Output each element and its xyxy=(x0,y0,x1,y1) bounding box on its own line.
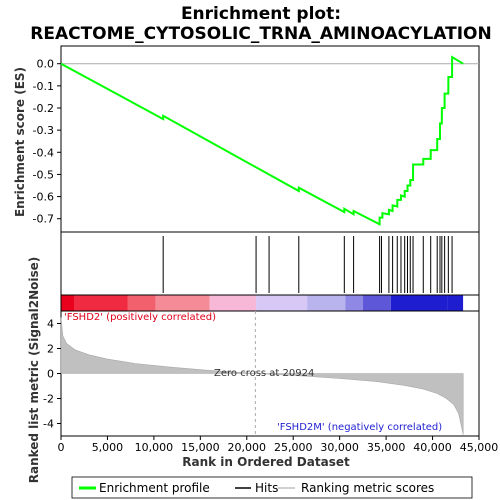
ranked-ytick-label: 0 xyxy=(47,368,54,381)
es-ytick-label: -0.1 xyxy=(33,80,54,93)
x-tick-label: 40,000 xyxy=(413,441,452,454)
heat-segment xyxy=(209,295,257,311)
enrichment-score-panel: 0.0 -0.1 -0.2 -0.3 -0.4 -0.5 -0.6 -0.7 xyxy=(33,45,480,233)
positive-correlation-label: 'FSHD2' (positively correlated) xyxy=(64,312,216,323)
heat-segment xyxy=(61,295,75,311)
es-ytick-label: -0.6 xyxy=(33,191,54,204)
es-plot-frame xyxy=(60,45,480,233)
es-ytick-label: -0.7 xyxy=(33,213,54,226)
hits-frame xyxy=(60,231,480,296)
x-tick-label: 10,000 xyxy=(135,441,174,454)
legend-label-ranking: Ranking metric scores xyxy=(301,481,434,495)
es-ytick-label: 0.0 xyxy=(37,58,55,71)
ranked-ytick-label: 2 xyxy=(47,343,54,356)
x-axis-label: Rank in Ordered Dataset xyxy=(182,455,350,469)
x-tick-label: 20,000 xyxy=(228,441,267,454)
es-axis-label: Enrichment score (ES) xyxy=(13,67,27,217)
rank-heatmap-bar xyxy=(60,294,480,312)
chart-title-line1: Enrichment plot: xyxy=(181,4,341,24)
es-ytick-label: -0.5 xyxy=(33,168,54,181)
enrichment-profile-line xyxy=(60,55,464,226)
x-tick-label: 25,000 xyxy=(274,441,313,454)
x-tick-label: 35,000 xyxy=(367,441,406,454)
heat-segment xyxy=(390,295,448,311)
legend: Enrichment profile Hits Ranking metric s… xyxy=(71,476,473,499)
x-tick-label: 45,000 xyxy=(460,441,499,454)
es-ytick-label: -0.4 xyxy=(33,146,54,159)
ranked-ytick-label: 4 xyxy=(47,318,54,331)
chart-title-line2: REACTOME_CYTOSOLIC_TRNA_AMINOACYLATION xyxy=(30,24,491,44)
ranked-axis-label: Ranked list metric (Signal2Noise) xyxy=(27,257,41,484)
heat-empty-tail xyxy=(463,295,479,311)
negative-correlation-label: 'FSHD2M' (negatively correlated) xyxy=(277,422,442,433)
legend-label-hits: Hits xyxy=(255,481,278,495)
x-tick-label: 0 xyxy=(58,441,65,454)
heat-segment xyxy=(74,295,128,311)
ranking-metric-area xyxy=(60,317,464,435)
es-ytick-label: -0.2 xyxy=(33,102,54,115)
heat-segment xyxy=(127,295,156,311)
zero-cross-label: Zero cross at 20924 xyxy=(214,368,314,379)
legend-label-enrichment: Enrichment profile xyxy=(99,481,210,495)
hits-panel xyxy=(60,231,480,296)
legend-frame xyxy=(71,476,473,499)
heat-segment xyxy=(345,295,363,311)
heat-segment xyxy=(447,295,464,311)
x-tick-label: 15,000 xyxy=(181,441,220,454)
heat-segment xyxy=(307,295,346,311)
x-tick-label: 30,000 xyxy=(320,441,359,454)
heat-segment xyxy=(256,295,308,311)
x-tick-label: 5,000 xyxy=(92,441,124,454)
ranked-metric-panel: 4 2 0 -2 -4 0 5,000 10,000 15,000 20,000 25,000 30,… xyxy=(43,310,499,454)
ranked-ytick-label: -4 xyxy=(43,418,54,431)
heat-segment xyxy=(155,295,210,311)
heat-segment xyxy=(362,295,391,311)
es-ytick-label: -0.3 xyxy=(33,124,54,137)
ranked-ytick-label: -2 xyxy=(43,393,54,406)
